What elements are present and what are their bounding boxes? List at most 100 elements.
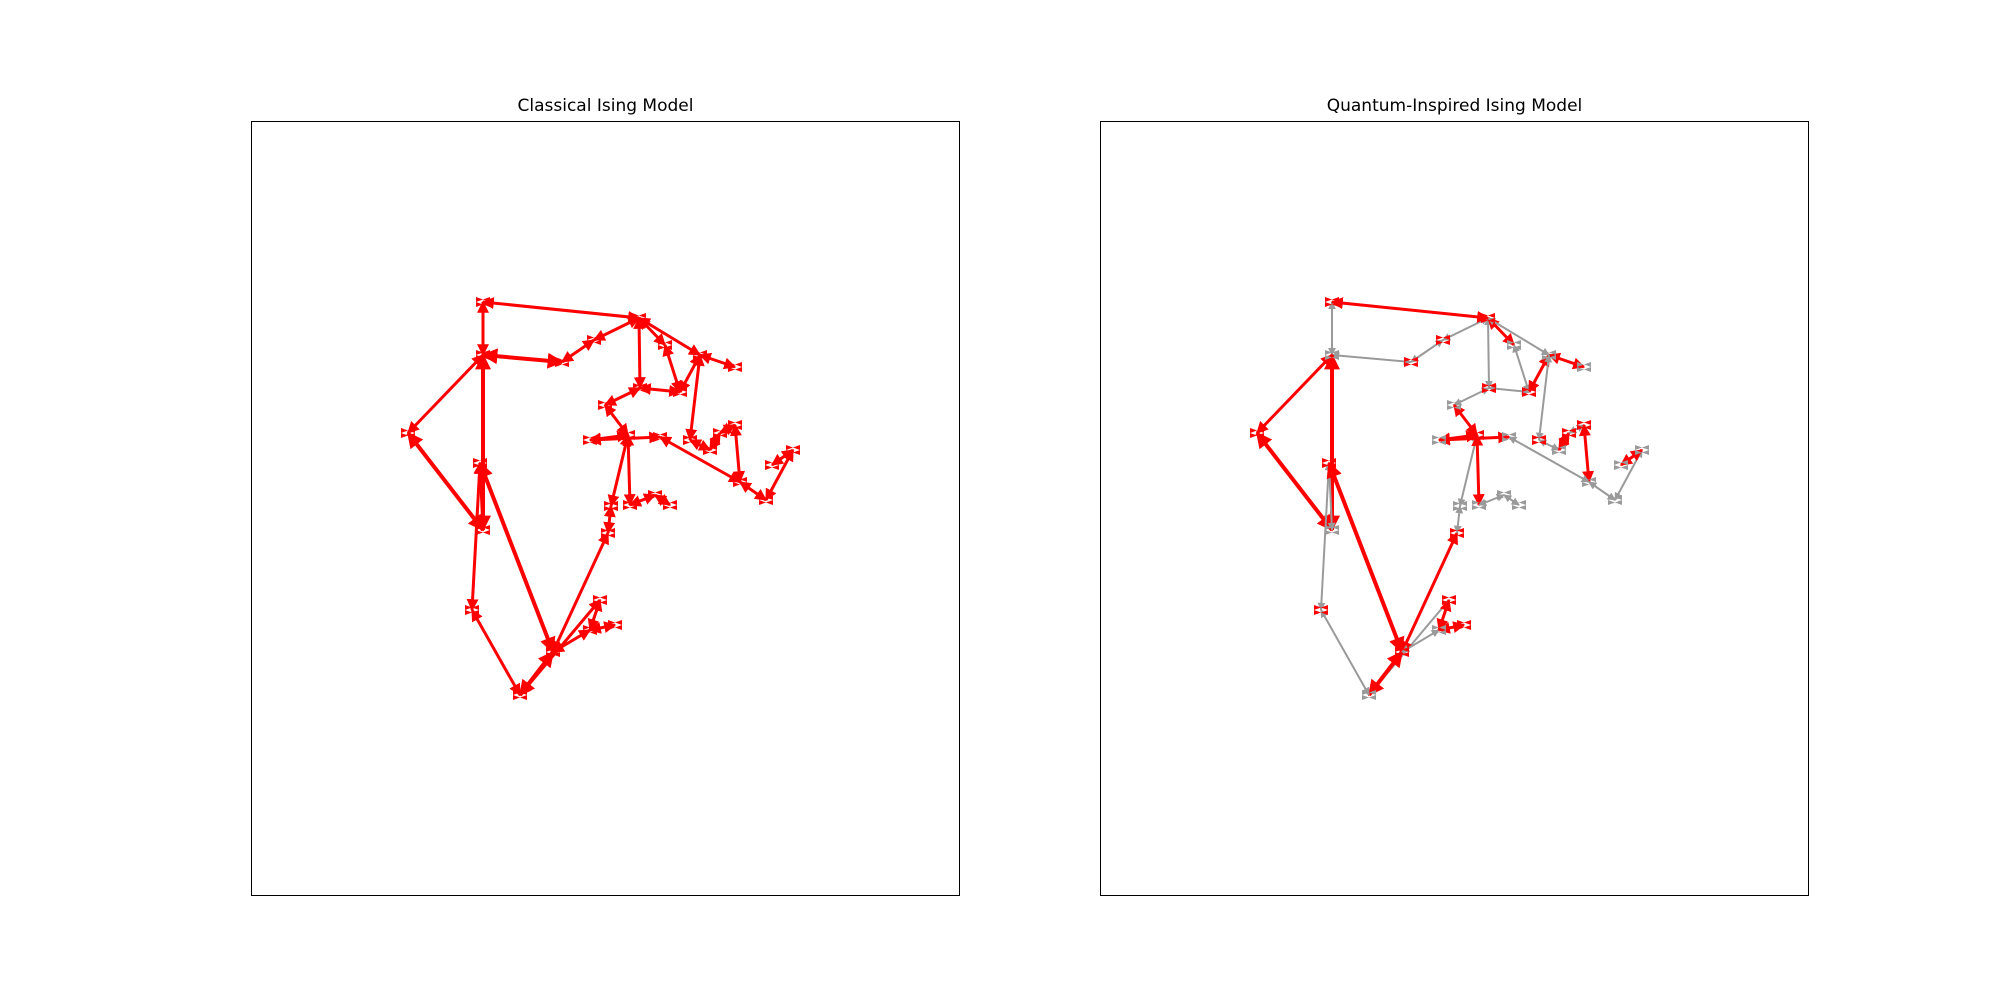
- node-z: [1608, 495, 1622, 505]
- node-u: [1522, 387, 1536, 397]
- node-x: [713, 428, 727, 438]
- edge-n-o: [1457, 434, 1480, 507]
- edge-b-c: [481, 348, 564, 369]
- edge-y-aa: [729, 423, 746, 484]
- edge-j-k: [1436, 598, 1452, 632]
- node-aj: [1432, 435, 1446, 445]
- node-ab: [663, 500, 677, 510]
- edge-s-p: [633, 316, 646, 390]
- node-r: [587, 335, 601, 345]
- edge-h-g: [1320, 609, 1370, 696]
- node-y: [1577, 420, 1591, 430]
- edge-q-o: [1452, 404, 1479, 436]
- node-p: [1482, 383, 1496, 393]
- node-g: [1314, 605, 1328, 615]
- node-l: [1457, 620, 1471, 630]
- edge-t-u: [1512, 344, 1531, 393]
- node-o: [621, 430, 635, 440]
- node-p: [633, 383, 647, 393]
- node-ai: [1502, 432, 1516, 442]
- node-f: [401, 428, 415, 438]
- node-v: [683, 435, 697, 445]
- edge-s-p: [1484, 317, 1493, 389]
- node-q: [598, 400, 612, 410]
- edge-o-ac: [1471, 433, 1485, 507]
- node-y: [728, 420, 742, 430]
- edge-d-g: [466, 461, 486, 612]
- node-l: [608, 620, 622, 630]
- node-ah: [1577, 362, 1591, 372]
- node-ad: [648, 490, 662, 500]
- edge-d-i: [477, 461, 556, 654]
- node-n: [1453, 501, 1467, 511]
- node-u: [673, 387, 687, 397]
- edge-j-k: [587, 598, 603, 632]
- node-ab: [1512, 500, 1526, 510]
- node-s: [632, 313, 646, 323]
- edge-f-b: [406, 353, 485, 435]
- node-h: [513, 690, 527, 700]
- edge-x-y: [1568, 424, 1585, 434]
- node-x: [1562, 428, 1576, 438]
- node-m: [1450, 528, 1464, 538]
- node-r: [1436, 335, 1450, 345]
- edge-x-y: [718, 422, 737, 436]
- node-c: [555, 357, 569, 367]
- edge-f-b: [1255, 353, 1334, 435]
- edge-ad-ab: [1503, 494, 1520, 506]
- edge-ag-v: [1535, 354, 1553, 441]
- node-d: [1322, 458, 1336, 468]
- edge-ag-v: [685, 353, 705, 442]
- node-ac: [623, 500, 637, 510]
- node-h: [1362, 690, 1376, 700]
- edge-h-g: [470, 608, 522, 697]
- node-ac: [1472, 500, 1486, 510]
- edge-s-ag: [1487, 317, 1550, 356]
- node-t: [1507, 340, 1521, 350]
- node-j: [1442, 595, 1456, 605]
- node-b: [1325, 350, 1339, 360]
- node-ah: [728, 362, 742, 372]
- node-w: [703, 445, 717, 455]
- edge-y-aa: [1578, 423, 1595, 484]
- node-aa: [1582, 477, 1596, 487]
- node-i: [1395, 647, 1409, 657]
- classical-panel-title: Classical Ising Model: [517, 96, 694, 116]
- edge-z-ae: [1614, 449, 1643, 501]
- node-ag: [693, 350, 707, 360]
- node-aa: [733, 477, 747, 487]
- node-j: [593, 595, 607, 605]
- edge-f-e: [1255, 431, 1334, 532]
- node-v: [1532, 435, 1546, 445]
- quantum-edges: [1250, 297, 1649, 700]
- node-a: [1325, 297, 1339, 307]
- node-k: [1432, 625, 1446, 635]
- edge-f-e: [406, 431, 485, 532]
- node-m: [601, 528, 615, 538]
- node-z: [759, 495, 773, 505]
- edge-t-u: [662, 343, 683, 394]
- node-d: [473, 458, 487, 468]
- node-o: [1470, 430, 1484, 440]
- edge-i-h: [518, 650, 555, 697]
- node-t: [658, 340, 672, 350]
- edge-s-ag: [637, 316, 702, 357]
- node-af: [765, 460, 779, 470]
- edge-d-i: [1326, 461, 1405, 654]
- edge-m-n: [603, 504, 616, 535]
- node-ad: [1497, 490, 1511, 500]
- node-ag: [1542, 350, 1556, 360]
- edge-d-g: [1317, 462, 1333, 611]
- node-e: [476, 525, 490, 535]
- classical-edges: [401, 297, 800, 700]
- edge-b-c: [1331, 351, 1412, 366]
- node-aj: [583, 435, 597, 445]
- edge-n-o: [607, 433, 632, 508]
- edge-a-s: [1330, 297, 1490, 323]
- node-af: [1614, 460, 1628, 470]
- edge-aa-ai: [1508, 436, 1590, 483]
- edge-i-h: [1367, 650, 1404, 697]
- node-s: [1481, 313, 1495, 323]
- edge-o-ac: [622, 433, 636, 507]
